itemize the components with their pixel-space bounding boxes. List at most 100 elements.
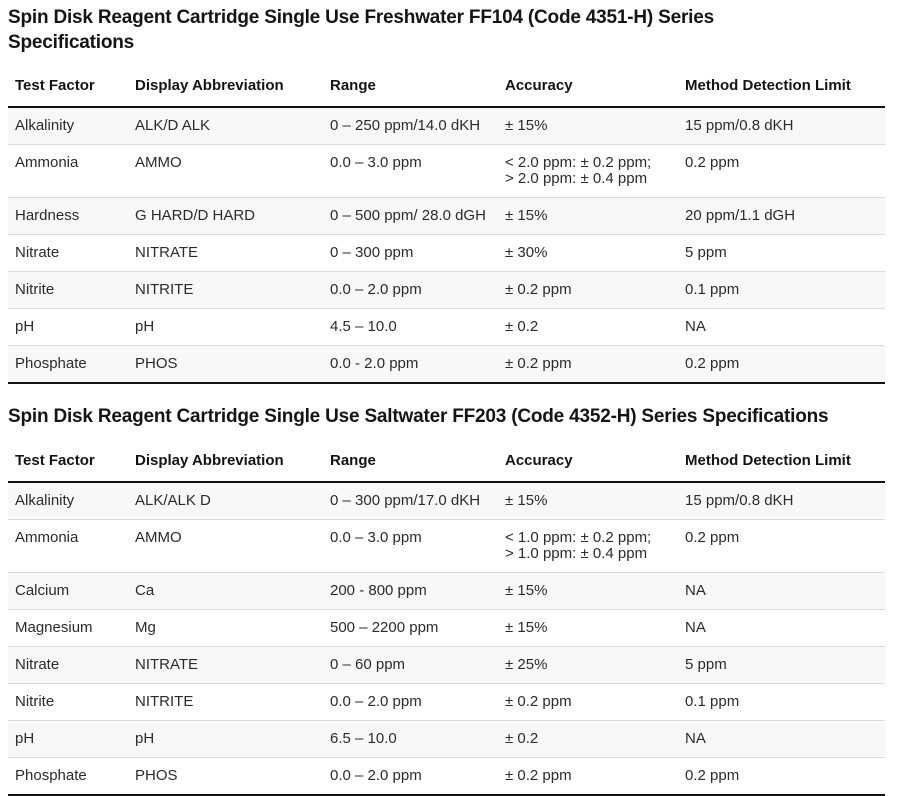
cell-accuracy: ± 0.2 ppm	[498, 345, 678, 385]
cell-accuracy: < 2.0 ppm: ± 0.2 ppm; > 2.0 ppm: ± 0.4 p…	[498, 144, 678, 199]
cell-range: 200 - 800 ppm	[323, 572, 498, 611]
cell-method-detection-limit: 0.2 ppm	[678, 519, 885, 574]
cell-method-detection-limit: NA	[678, 308, 885, 347]
cell-method-detection-limit: 20 ppm/1.1 dGH	[678, 197, 885, 236]
cell-display-abbreviation: Mg	[128, 609, 323, 648]
saltwater-table-header: Test Factor Display Abbreviation Range A…	[8, 440, 885, 484]
cell-test-factor: Phosphate	[8, 757, 128, 796]
cell-accuracy: ± 0.2	[498, 308, 678, 347]
freshwater-table-body: Alkalinity ALK/D ALK 0 – 250 ppm/14.0 dK…	[8, 107, 885, 385]
spec-row-phosphate: Phosphate PHOS 0.0 - 2.0 ppm ± 0.2 ppm 0…	[8, 345, 885, 385]
saltwater-table-body: Alkalinity ALK/ALK D 0 – 300 ppm/17.0 dK…	[8, 482, 885, 796]
spec-row-hardness: Hardness G HARD/D HARD 0 – 500 ppm/ 28.0…	[8, 197, 885, 236]
cell-method-detection-limit: 0.1 ppm	[678, 683, 885, 722]
saltwater-table-title: Spin Disk Reagent Cartridge Single Use S…	[8, 406, 829, 428]
cell-range: 0 – 60 ppm	[323, 646, 498, 685]
cell-accuracy: ± 15%	[498, 107, 678, 146]
cell-accuracy: ± 15%	[498, 197, 678, 236]
cell-accuracy: ± 0.2	[498, 720, 678, 759]
cell-range: 500 – 2200 ppm	[323, 609, 498, 648]
cell-display-abbreviation: PHOS	[128, 345, 323, 385]
spec-row-ammonia: Ammonia AMMO 0.0 – 3.0 ppm < 1.0 ppm: ± …	[8, 519, 885, 574]
spec-row-phosphate: Phosphate PHOS 0.0 – 2.0 ppm ± 0.2 ppm 0…	[8, 757, 885, 796]
spec-row-nitrite: Nitrite NITRITE 0.0 – 2.0 ppm ± 0.2 ppm …	[8, 271, 885, 310]
col-header-accuracy: Accuracy	[498, 65, 678, 109]
freshwater-table-header: Test Factor Display Abbreviation Range A…	[8, 65, 885, 109]
cell-accuracy: ± 0.2 ppm	[498, 683, 678, 722]
cell-display-abbreviation: AMMO	[128, 519, 323, 574]
spec-row-calcium: Calcium Ca 200 - 800 ppm ± 15% NA	[8, 572, 885, 611]
freshwater-table-title: Spin Disk Reagent Cartridge Single Use F…	[8, 7, 714, 53]
cell-display-abbreviation: pH	[128, 720, 323, 759]
cell-range: 0 – 500 ppm/ 28.0 dGH	[323, 197, 498, 236]
col-header-accuracy: Accuracy	[498, 440, 678, 484]
cell-range: 0.0 - 2.0 ppm	[323, 345, 498, 385]
freshwater-spec-table: Test Factor Display Abbreviation Range A…	[8, 65, 885, 385]
cell-test-factor: Ammonia	[8, 144, 128, 199]
cell-test-factor: Magnesium	[8, 609, 128, 648]
cell-range: 0 – 300 ppm	[323, 234, 498, 273]
cell-display-abbreviation: NITRITE	[128, 683, 323, 722]
cell-display-abbreviation: pH	[128, 308, 323, 347]
cell-method-detection-limit: 5 ppm	[678, 234, 885, 273]
col-header-test-factor: Test Factor	[8, 440, 128, 484]
cell-range: 0.0 – 3.0 ppm	[323, 144, 498, 199]
header-row: Test Factor Display Abbreviation Range A…	[8, 65, 885, 109]
cell-test-factor: pH	[8, 720, 128, 759]
cell-display-abbreviation: NITRATE	[128, 234, 323, 273]
spec-row-ammonia: Ammonia AMMO 0.0 – 3.0 ppm < 2.0 ppm: ± …	[8, 144, 885, 199]
col-header-display-abbreviation: Display Abbreviation	[128, 440, 323, 484]
cell-display-abbreviation: Ca	[128, 572, 323, 611]
cell-display-abbreviation: PHOS	[128, 757, 323, 796]
cell-test-factor: Alkalinity	[8, 107, 128, 146]
col-header-range: Range	[323, 65, 498, 109]
cell-test-factor: Calcium	[8, 572, 128, 611]
saltwater-spec-table: Test Factor Display Abbreviation Range A…	[8, 440, 885, 796]
cell-range: 0.0 – 2.0 ppm	[323, 683, 498, 722]
col-header-test-factor: Test Factor	[8, 65, 128, 109]
cell-display-abbreviation: ALK/D ALK	[128, 107, 323, 146]
spec-row-magnesium: Magnesium Mg 500 – 2200 ppm ± 15% NA	[8, 609, 885, 648]
col-header-method-detection-limit: Method Detection Limit	[678, 65, 885, 109]
cell-range: 0.0 – 2.0 ppm	[323, 757, 498, 796]
cell-test-factor: Nitrite	[8, 683, 128, 722]
cell-method-detection-limit: NA	[678, 720, 885, 759]
cell-accuracy: < 1.0 ppm: ± 0.2 ppm; > 1.0 ppm: ± 0.4 p…	[498, 519, 678, 574]
cell-range: 6.5 – 10.0	[323, 720, 498, 759]
col-header-range: Range	[323, 440, 498, 484]
cell-range: 0.0 – 3.0 ppm	[323, 519, 498, 574]
cell-display-abbreviation: NITRATE	[128, 646, 323, 685]
cell-test-factor: Alkalinity	[8, 482, 128, 521]
cell-accuracy: ± 30%	[498, 234, 678, 273]
cell-method-detection-limit: 0.2 ppm	[678, 345, 885, 385]
cell-range: 0 – 300 ppm/17.0 dKH	[323, 482, 498, 521]
cell-display-abbreviation: NITRITE	[128, 271, 323, 310]
cell-test-factor: Nitrate	[8, 646, 128, 685]
cell-test-factor: Nitrite	[8, 271, 128, 310]
cell-accuracy: ± 15%	[498, 482, 678, 521]
cell-test-factor: Phosphate	[8, 345, 128, 385]
cell-method-detection-limit: NA	[678, 609, 885, 648]
cell-display-abbreviation: ALK/ALK D	[128, 482, 323, 521]
cell-method-detection-limit: 15 ppm/0.8 dKH	[678, 482, 885, 521]
cell-method-detection-limit: NA	[678, 572, 885, 611]
spec-row-nitrite: Nitrite NITRITE 0.0 – 2.0 ppm ± 0.2 ppm …	[8, 683, 885, 722]
cell-range: 0.0 – 2.0 ppm	[323, 271, 498, 310]
cell-accuracy: ± 0.2 ppm	[498, 271, 678, 310]
cell-accuracy: ± 0.2 ppm	[498, 757, 678, 796]
cell-test-factor: Nitrate	[8, 234, 128, 273]
cell-accuracy: ± 25%	[498, 646, 678, 685]
cell-test-factor: Ammonia	[8, 519, 128, 574]
cell-method-detection-limit: 15 ppm/0.8 dKH	[678, 107, 885, 146]
cell-method-detection-limit: 0.2 ppm	[678, 144, 885, 199]
cell-range: 4.5 – 10.0	[323, 308, 498, 347]
cell-method-detection-limit: 0.2 ppm	[678, 757, 885, 796]
cell-display-abbreviation: AMMO	[128, 144, 323, 199]
spec-row-ph: pH pH 6.5 – 10.0 ± 0.2 NA	[8, 720, 885, 759]
cell-method-detection-limit: 5 ppm	[678, 646, 885, 685]
spec-row-nitrate: Nitrate NITRATE 0 – 300 ppm ± 30% 5 ppm	[8, 234, 885, 273]
col-header-display-abbreviation: Display Abbreviation	[128, 65, 323, 109]
cell-accuracy: ± 15%	[498, 609, 678, 648]
spec-row-nitrate: Nitrate NITRATE 0 – 60 ppm ± 25% 5 ppm	[8, 646, 885, 685]
